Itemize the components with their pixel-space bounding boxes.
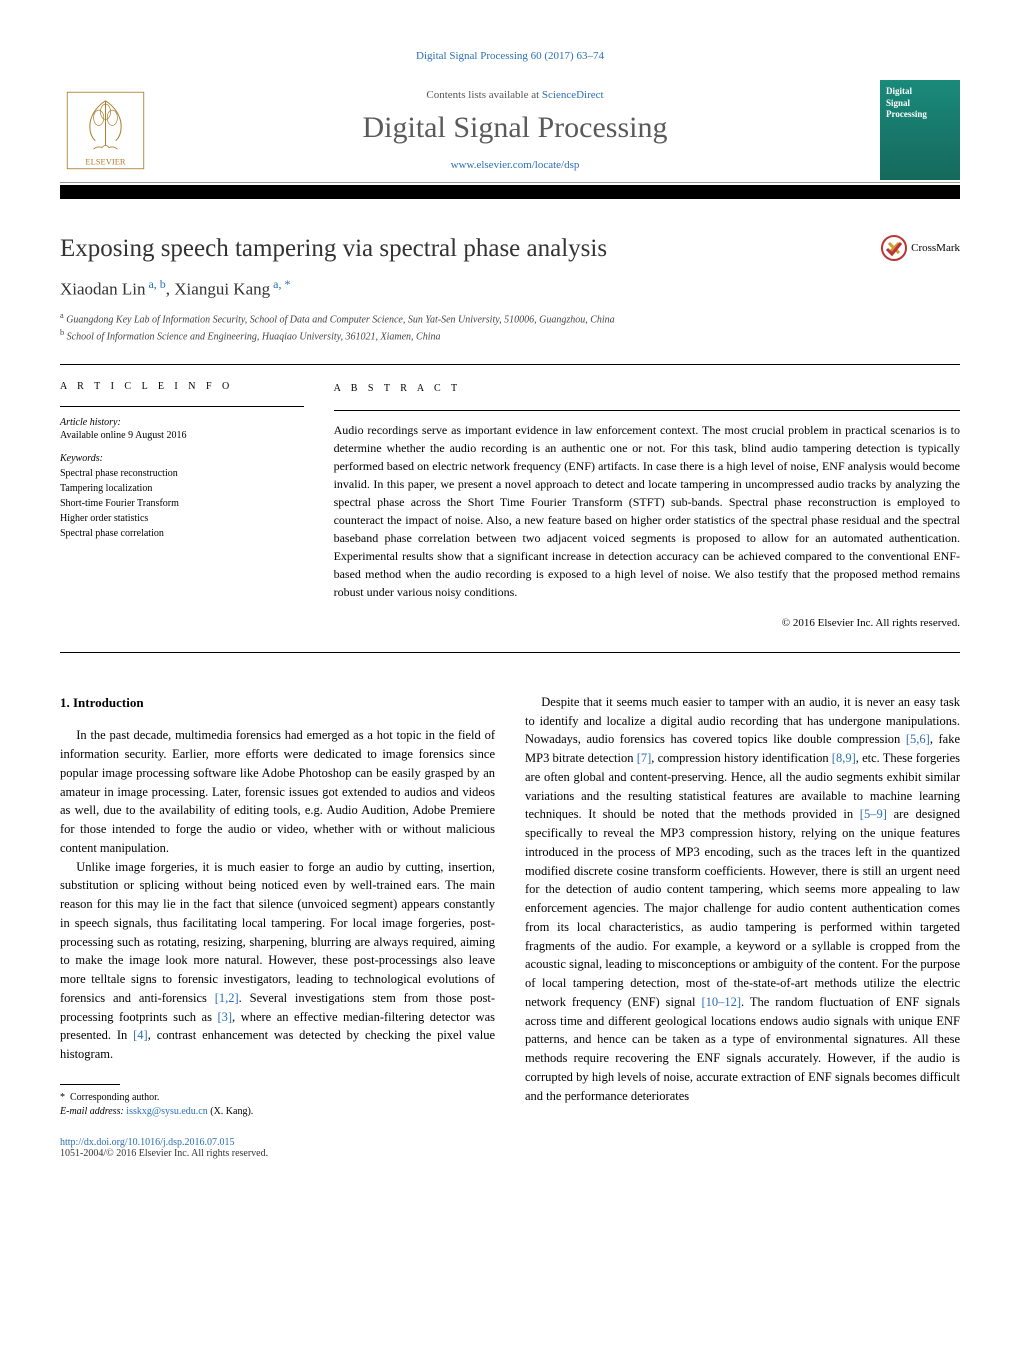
- svg-text:ELSEVIER: ELSEVIER: [85, 156, 125, 166]
- citation-ref[interactable]: [7]: [637, 751, 652, 765]
- paragraph: Despite that it seems much easier to tam…: [525, 693, 960, 1106]
- authors: Xiaodan Lin a, b, Xiangui Kang a, *: [60, 277, 960, 300]
- paragraph: In the past decade, multimedia forensics…: [60, 726, 495, 857]
- doi-link[interactable]: http://dx.doi.org/10.1016/j.dsp.2016.07.…: [60, 1137, 235, 1148]
- keyword-item: Short-time Fourier Transform: [60, 496, 304, 511]
- contents-prefix: Contents lists available at: [426, 89, 541, 101]
- affiliation-b: b School of Information Science and Engi…: [60, 327, 960, 344]
- footnote: * Corresponding author. E-mail address: …: [60, 1091, 495, 1119]
- abstract-rule: [334, 410, 960, 411]
- affiliation-a-text: Guangdong Key Lab of Information Securit…: [66, 314, 614, 325]
- article-title: Exposing speech tampering via spectral p…: [60, 235, 607, 263]
- column-right: Despite that it seems much easier to tam…: [525, 693, 960, 1119]
- text-run: are designed specifically to reveal the …: [525, 807, 960, 1009]
- history-label: Article history:: [60, 417, 304, 428]
- corr-label: Corresponding author.: [70, 1092, 159, 1103]
- section-title: Introduction: [73, 695, 144, 710]
- citation-ref[interactable]: [4]: [133, 1028, 148, 1042]
- keyword-item: Spectral phase correlation: [60, 526, 304, 541]
- citation-ref[interactable]: [1,2]: [215, 991, 239, 1005]
- text-run: . The random fluctuation of ENF signals …: [525, 995, 960, 1103]
- section-heading: 1. Introduction: [60, 693, 495, 713]
- issn-line: 1051-2004/© 2016 Elsevier Inc. All right…: [60, 1148, 960, 1159]
- citation-ref[interactable]: [3]: [217, 1010, 232, 1024]
- text-run: Unlike image forgeries, it is much easie…: [60, 860, 495, 1005]
- horizontal-rule: [60, 364, 960, 365]
- journal-cover-thumb[interactable]: Digital Signal Processing: [880, 80, 960, 180]
- keywords-list: Spectral phase reconstruction Tampering …: [60, 466, 304, 541]
- journal-url-link[interactable]: www.elsevier.com/locate/dsp: [451, 159, 580, 171]
- journal-name: Digital Signal Processing: [150, 111, 880, 145]
- header-citation: Digital Signal Processing 60 (2017) 63–7…: [60, 50, 960, 62]
- keyword-item: Higher order statistics: [60, 511, 304, 526]
- abstract-heading: a b s t r a c t: [334, 381, 960, 396]
- abstract-text: Audio recordings serve as important evid…: [334, 421, 960, 601]
- title-row: Exposing speech tampering via spectral p…: [60, 235, 960, 263]
- black-divider-bar: [60, 185, 960, 199]
- author-1-aff[interactable]: a, b: [145, 277, 165, 291]
- citation-ref[interactable]: [5–9]: [860, 807, 887, 821]
- email-label: E-mail address:: [60, 1106, 126, 1117]
- article-info: a r t i c l e i n f o Article history: A…: [60, 381, 304, 632]
- keywords-label: Keywords:: [60, 453, 304, 464]
- email-name: (X. Kang).: [208, 1106, 254, 1117]
- citation-ref[interactable]: [5,6]: [906, 732, 930, 746]
- cover-text: Digital Signal Processing: [886, 86, 954, 121]
- text-run: , compression history identification: [651, 751, 832, 765]
- citation-ref[interactable]: [8,9]: [832, 751, 856, 765]
- elsevier-logo[interactable]: ELSEVIER: [60, 85, 150, 175]
- affiliations: a Guangdong Key Lab of Information Secur…: [60, 310, 960, 345]
- crossmark-label: CrossMark: [911, 242, 960, 254]
- section-number: 1.: [60, 695, 70, 710]
- author-2-corr[interactable]: *: [284, 277, 290, 291]
- body-columns: 1. Introduction In the past decade, mult…: [60, 693, 960, 1119]
- crossmark-badge[interactable]: CrossMark: [881, 235, 960, 261]
- sciencedirect-link[interactable]: ScienceDirect: [542, 89, 604, 101]
- header-center: Contents lists available at ScienceDirec…: [150, 89, 880, 171]
- affiliation-b-text: School of Information Science and Engine…: [67, 331, 441, 342]
- citation-ref[interactable]: [10–12]: [701, 995, 741, 1009]
- keyword-item: Spectral phase reconstruction: [60, 466, 304, 481]
- footnote-rule: [60, 1084, 120, 1085]
- keyword-item: Tampering localization: [60, 481, 304, 496]
- author-2-name: Xiangui Kang: [174, 280, 270, 299]
- page-container: Digital Signal Processing 60 (2017) 63–7…: [0, 0, 1020, 1209]
- text-run: Despite that it seems much easier to tam…: [525, 695, 960, 747]
- bottom-info: http://dx.doi.org/10.1016/j.dsp.2016.07.…: [60, 1137, 960, 1159]
- info-abstract-row: a r t i c l e i n f o Article history: A…: [60, 381, 960, 653]
- contents-available: Contents lists available at ScienceDirec…: [150, 89, 880, 101]
- abstract: a b s t r a c t Audio recordings serve a…: [334, 381, 960, 632]
- paragraph: Unlike image forgeries, it is much easie…: [60, 858, 495, 1064]
- article-info-heading: a r t i c l e i n f o: [60, 381, 304, 392]
- email-line: E-mail address: isskxg@sysu.edu.cn (X. K…: [60, 1105, 495, 1119]
- history-value: Available online 9 August 2016: [60, 430, 304, 441]
- elsevier-tree-icon: ELSEVIER: [63, 88, 148, 173]
- author-2-aff[interactable]: a,: [270, 277, 284, 291]
- author-sep: ,: [166, 280, 175, 299]
- abstract-copyright: © 2016 Elsevier Inc. All rights reserved…: [334, 615, 960, 632]
- corresponding-author: * Corresponding author.: [60, 1091, 495, 1105]
- email-link[interactable]: isskxg@sysu.edu.cn: [126, 1106, 207, 1117]
- affiliation-a: a Guangdong Key Lab of Information Secur…: [60, 310, 960, 327]
- info-rule: [60, 406, 304, 407]
- journal-header: ELSEVIER Contents lists available at Sci…: [60, 80, 960, 183]
- crossmark-icon: [881, 235, 907, 261]
- author-1-name: Xiaodan Lin: [60, 280, 145, 299]
- citation-link[interactable]: Digital Signal Processing 60 (2017) 63–7…: [416, 50, 604, 62]
- column-left: 1. Introduction In the past decade, mult…: [60, 693, 495, 1119]
